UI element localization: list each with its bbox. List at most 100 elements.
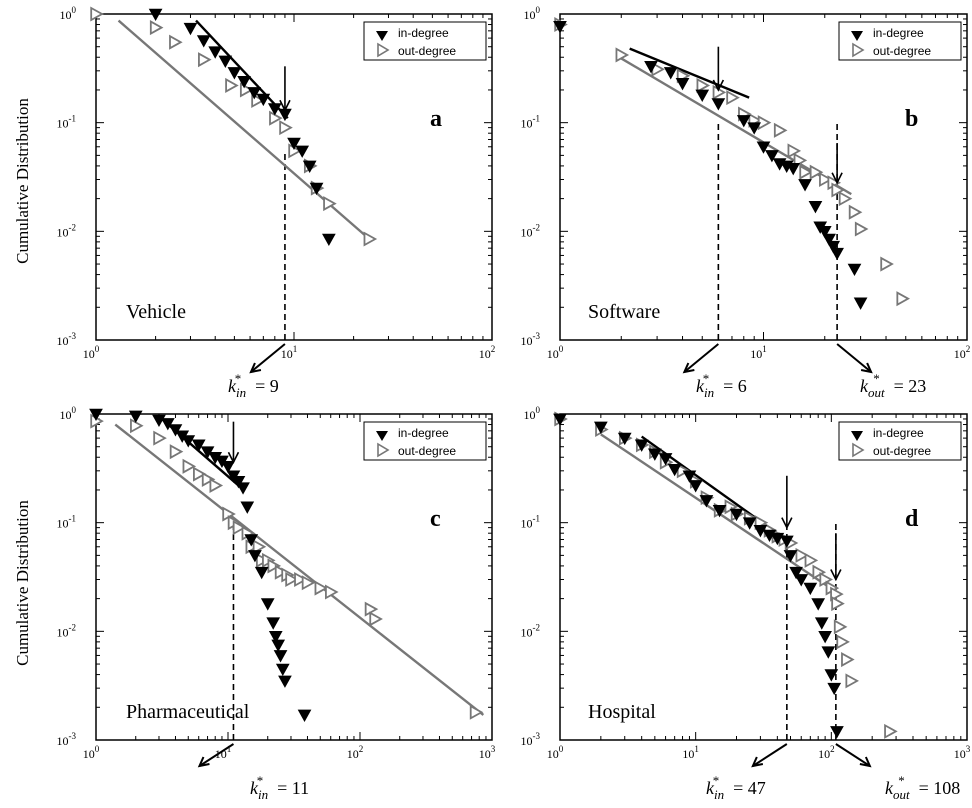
in-degree-point [747, 122, 762, 135]
y-tick-label: 10-1 [521, 514, 541, 531]
in-degree-point [830, 247, 844, 261]
k-threshold-label: kin* = 9 [228, 371, 279, 400]
in-degree-point [89, 408, 103, 422]
legend-box [363, 21, 487, 61]
x-tick-label: 100 [547, 344, 564, 361]
panel-d: 100 101 102 103 100 10-1 10-2 10-3 in-degree out-… [521, 405, 971, 802]
y-tick-label: 10-2 [521, 622, 541, 639]
legend-box [838, 21, 962, 61]
arrow-head-icon [227, 451, 240, 465]
annotation-arrow [835, 743, 871, 767]
y-axis-label-top: Cumulative Distribution [13, 98, 32, 264]
out-degree-point [854, 221, 869, 237]
in-degree-point [675, 78, 690, 91]
minor-ticks [560, 414, 967, 740]
out-degree-point [182, 458, 197, 474]
panel-a: 100 101 10210010-110-210-3in-degreeout-deg… [57, 5, 496, 400]
arrow-head-icon [830, 569, 842, 582]
x-tick-label: 102 [818, 744, 835, 761]
out-degree-point [799, 164, 813, 180]
legend-box [363, 421, 487, 461]
out-degree-point [819, 171, 833, 188]
y-axis-label-bottom: Cumulative Distribution [13, 500, 32, 666]
out-degree-point [193, 466, 207, 482]
in-degree-point [853, 297, 868, 310]
x-tick-label: 101 [682, 744, 699, 761]
out-degree-point [323, 196, 337, 212]
out-degree-point [363, 231, 378, 247]
in-degree-point [191, 439, 206, 452]
in-degree-point [128, 410, 143, 423]
in-degree-point [160, 418, 175, 431]
in-degree-point [803, 582, 818, 596]
arrow-head-icon [831, 172, 843, 185]
in-degree-point [287, 137, 301, 151]
in-degree-point [227, 67, 242, 80]
out-degree-point [314, 580, 329, 596]
out-degree-point [845, 673, 860, 689]
in-degree-point [634, 439, 649, 452]
out-degree-point [294, 571, 308, 588]
legend-out-label: out-degree [873, 444, 931, 458]
out-degree-point [809, 164, 824, 180]
legend-in-label: in-degree [398, 426, 449, 440]
y-tick-label: 10-2 [57, 222, 77, 239]
in-degree-point [647, 448, 662, 461]
out-degree-point [896, 291, 910, 307]
y-tick-label: 10-3 [521, 331, 541, 348]
y-tick-label: 10-3 [57, 731, 77, 748]
arrow-head-icon [781, 517, 793, 530]
out-degree-point [804, 552, 819, 568]
out-degree-point [209, 477, 224, 493]
out-degree-point [773, 122, 788, 138]
in-degree-point [244, 534, 259, 547]
out-degree-point [232, 520, 247, 536]
legend-out-marker [377, 42, 390, 58]
in-degree-point [260, 598, 275, 611]
in-degree-fit [195, 19, 289, 119]
panels: 100 101 102 100 10-1 10-2 10-3 in-degree out-deg… [57, 5, 971, 802]
out-degree-point [369, 611, 383, 627]
in-degree-point [309, 182, 324, 196]
in-degree-point [827, 682, 842, 696]
in-degree-point [658, 453, 673, 466]
out-degree-point [225, 77, 239, 93]
panel-letter: a [430, 106, 442, 132]
minor-ticks [96, 14, 492, 340]
k-threshold-label: kin* = 47 [706, 773, 766, 802]
in-degree-point [644, 61, 658, 74]
plot-frame [95, 13, 493, 341]
panel-letter: d [905, 506, 919, 532]
in-degree-point [786, 163, 801, 176]
in-degree-fit [629, 47, 750, 99]
panel-letter: c [430, 506, 441, 532]
in-degree-point [729, 508, 744, 522]
legend-out-label: out-degree [398, 444, 456, 458]
out-degree-point [880, 256, 894, 272]
out-degree-point [149, 20, 164, 36]
k-threshold-label: kin* = 6 [696, 371, 747, 400]
plot-frame [95, 413, 493, 741]
in-degree-point [181, 435, 196, 448]
out-degree-point [848, 204, 863, 220]
legend-in-label: in-degree [398, 26, 449, 40]
out-degree-point [169, 34, 183, 50]
in-degree-point [275, 663, 290, 677]
out-degree-point [130, 418, 144, 434]
out-degree-point [364, 601, 379, 617]
out-degree-point [252, 539, 267, 555]
in-degree-point [830, 726, 844, 739]
annotation-arrow [198, 743, 235, 767]
x-tick-label: 102 [347, 744, 364, 761]
legend-out-label: out-degree [873, 44, 931, 58]
x-tick-label: 101 [750, 344, 767, 361]
annotation-arrow-head-icon [751, 756, 764, 768]
out-degree-point [325, 584, 339, 600]
legend-in-label: in-degree [873, 26, 924, 40]
in-degree-point [248, 550, 262, 563]
out-degree-point [274, 564, 289, 580]
out-degree-point [615, 47, 630, 63]
in-degree-point [593, 421, 608, 434]
in-degree-point [237, 76, 251, 89]
